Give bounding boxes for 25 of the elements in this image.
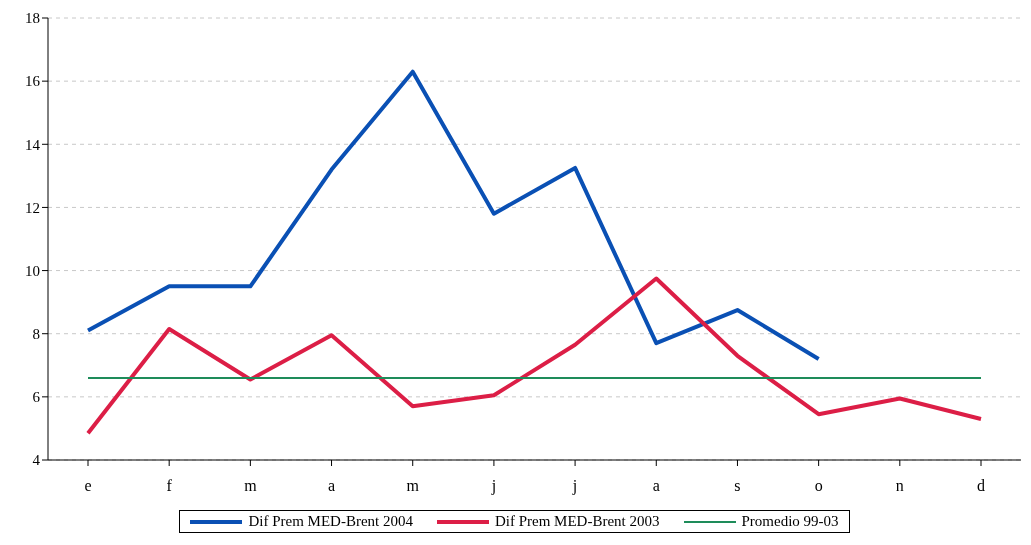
legend-label: Dif Prem MED-Brent 2004	[248, 513, 413, 530]
x-tick-label: s	[734, 477, 741, 495]
y-tick-label: 16	[25, 73, 41, 90]
x-tick-label: d	[977, 477, 985, 495]
legend-label: Promedio 99-03	[741, 513, 839, 530]
x-tick-label: j	[490, 477, 497, 496]
x-tick-label: f	[166, 477, 173, 495]
x-tick-label: m	[406, 477, 420, 495]
y-tick-label: 12	[25, 199, 40, 216]
x-tick-label: e	[84, 477, 92, 495]
x-tick-label: n	[895, 477, 904, 495]
x-tick-label: j	[571, 477, 578, 496]
line-series	[86, 69, 821, 361]
x-tick-label: a	[327, 477, 336, 495]
y-tick-label: 6	[32, 389, 41, 406]
y-tick-label: 18	[25, 10, 40, 27]
x-tick-label: a	[652, 477, 660, 495]
y-tick-label: 14	[25, 136, 41, 153]
y-tick-label: 10	[25, 262, 40, 279]
y-tick-label: 8	[32, 326, 40, 343]
x-tick-label: o	[814, 477, 823, 495]
x-tick-label: m	[244, 477, 258, 495]
legend-label: Dif Prem MED-Brent 2003	[494, 513, 660, 530]
y-tick-label: 4	[32, 452, 41, 469]
line-series	[86, 276, 983, 436]
